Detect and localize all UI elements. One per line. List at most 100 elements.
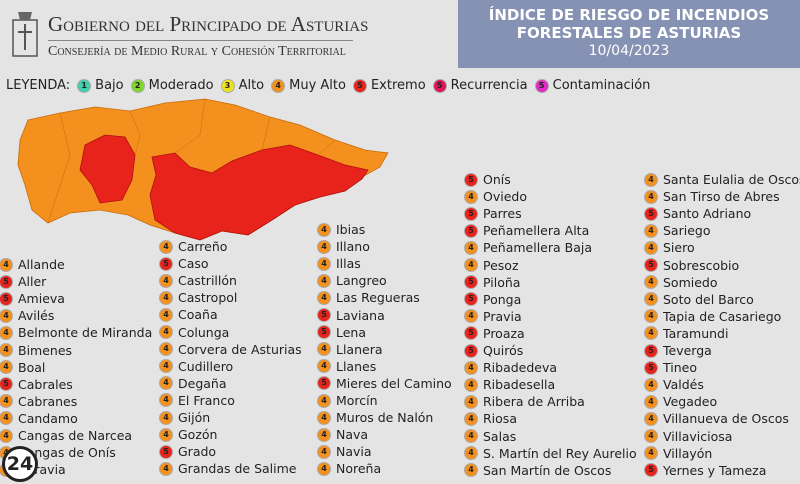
municipality-row: 4 Ribadesella (465, 377, 555, 392)
municipality-row: 4 Taramundi (645, 326, 728, 341)
risk-badge: 4 (160, 308, 172, 321)
municipality-name: Cabranes (18, 393, 78, 409)
risk-badge: 4 (465, 395, 477, 408)
municipality-row: 4 Las Regueras (318, 290, 420, 305)
municipality-row: 4 Oviedo (465, 189, 527, 204)
risk-badge: 4 (160, 360, 172, 373)
risk-badge: 4 (160, 326, 172, 338)
municipality-name: Degaña (178, 375, 227, 391)
risk-badge: 5 (645, 344, 657, 357)
risk-badge: 4 (160, 377, 172, 390)
header-rule (48, 40, 353, 41)
legend-label: Contaminación (552, 78, 651, 93)
risk-badge: 4 (160, 428, 172, 441)
municipality-name: Sobrescobio (663, 257, 740, 273)
municipality-row: 4 Villayón (645, 446, 712, 461)
municipality-name: Boal (18, 359, 46, 375)
municipality-row: 4 Morcín (318, 393, 378, 408)
risk-badge: 4 (645, 327, 657, 340)
municipality-row: 4 Santa Eulalia de Oscos (645, 172, 800, 187)
risk-badge: 4 (0, 326, 12, 339)
municipality-row: 4 Grandas de Salime (160, 461, 297, 476)
municipality-row: 4 Candamo (0, 411, 78, 426)
municipality-name: Vegadeo (663, 394, 718, 410)
municipality-name: Sariego (663, 223, 711, 239)
municipality-row: 4 Pesoz (465, 258, 519, 273)
municipality-name: Illas (336, 256, 361, 272)
risk-badge: 4 (318, 257, 330, 270)
municipality-row: 4 San Martín de Oscos (465, 463, 611, 478)
risk-badge: 4 (645, 447, 657, 460)
municipality-row: 4 El Franco (160, 393, 235, 408)
risk-badge: 4 (318, 343, 330, 356)
risk-badge: 4 (318, 223, 330, 236)
municipality-row: 4 Castropol (160, 290, 237, 305)
municipality-name: Coaña (178, 307, 218, 323)
municipality-row: 4 Gijón (160, 410, 210, 425)
municipality-name: San Martín de Oscos (483, 462, 612, 478)
municipality-row: 4 Ibias (318, 222, 365, 237)
risk-badge: 4 (645, 395, 657, 408)
municipality-name: Gozón (178, 427, 218, 443)
legend-label: Bajo (95, 78, 124, 93)
municipality-name: Proaza (483, 325, 525, 341)
risk-badge: 4 (645, 412, 657, 425)
municipality-row: 4 Muros de Nalón (318, 410, 433, 425)
municipality-name: Belmonte de Miranda (18, 325, 153, 341)
municipality-row: 4 Carreño (160, 239, 227, 254)
risk-badge: 5 (645, 464, 657, 477)
municipality-row: 4 San Tirso de Abres (645, 189, 780, 204)
municipality-name: Piloña (483, 274, 521, 290)
municipality-row: 4 Noreña (318, 461, 381, 476)
municipality-name: Ribadesella (483, 377, 556, 393)
municipality-row: 5 Cabrales (0, 377, 73, 392)
municipality-name: Langreo (336, 273, 387, 289)
risk-badge: 4 (645, 378, 657, 391)
municipality-row: 4 Vegadeo (645, 394, 717, 409)
municipality-row: 4 Langreo (318, 273, 387, 288)
risk-badge: 4 (465, 464, 477, 477)
risk-badge: 5 (0, 275, 12, 288)
municipality-row: 5 Proaza (465, 326, 525, 341)
legend-item: 3 Alto (221, 78, 264, 93)
legend-label: Extremo (370, 78, 426, 93)
municipality-name: Castropol (178, 290, 238, 306)
municipality-row: 4 Cudillero (160, 359, 233, 374)
municipality-row: 5 Quirós (465, 343, 523, 358)
municipality-row: 4 Coaña (160, 307, 218, 322)
municipality-name: Cangas de Onís (18, 445, 116, 461)
municipality-name: Oviedo (483, 189, 527, 205)
municipality-row: 4 Allande (0, 257, 65, 272)
municipality-name: Carreño (178, 239, 228, 254)
risk-badge: 4 (318, 240, 330, 253)
municipality-row: 4 Illas (318, 256, 361, 271)
risk-badge: 4 (645, 241, 657, 254)
municipality-row: 4 S. Martín del Rey Aurelio (465, 446, 637, 461)
municipality-row: 4 Castrillón (160, 273, 237, 288)
risk-badge: 4 (465, 447, 477, 460)
risk-badge: 4 (0, 344, 12, 356)
municipality-name: S. Martín del Rey Aurelio (483, 445, 637, 461)
risk-badge: 5 (465, 207, 477, 220)
banner-title: ÍNDICE DE RIESGO DE INCENDIOS (488, 6, 770, 24)
legend-badge: 5 (353, 79, 366, 92)
municipality-name: Grado (178, 444, 217, 460)
legend-badge: 2 (131, 79, 144, 92)
municipality-row: 4 Llanes (318, 359, 376, 374)
header-title: Gobierno del Principado de Asturias (48, 12, 369, 36)
risk-badge: 5 (645, 361, 657, 374)
municipality-name: Siero (663, 240, 695, 256)
municipality-row: 4 Bimenes (0, 343, 72, 358)
municipality-row: 4 Colunga (160, 325, 229, 340)
header-subtitle: Consejería de Medio Rural y Cohesión Ter… (48, 44, 346, 59)
risk-badge: 4 (0, 361, 12, 374)
banner-title: FORESTALES DE ASTURIAS (516, 24, 742, 42)
municipality-name: Ponga (483, 291, 522, 307)
legend-item: 5 Contaminación (535, 78, 651, 93)
municipality-row: 4 Belmonte de Miranda (0, 325, 152, 340)
risk-badge: 4 (465, 361, 477, 374)
municipality-name: Morcín (336, 393, 378, 408)
municipality-row: 5 Laviana (318, 308, 385, 323)
municipality-row: 4 Llanera (318, 342, 383, 357)
risk-badge: 4 (318, 360, 330, 373)
